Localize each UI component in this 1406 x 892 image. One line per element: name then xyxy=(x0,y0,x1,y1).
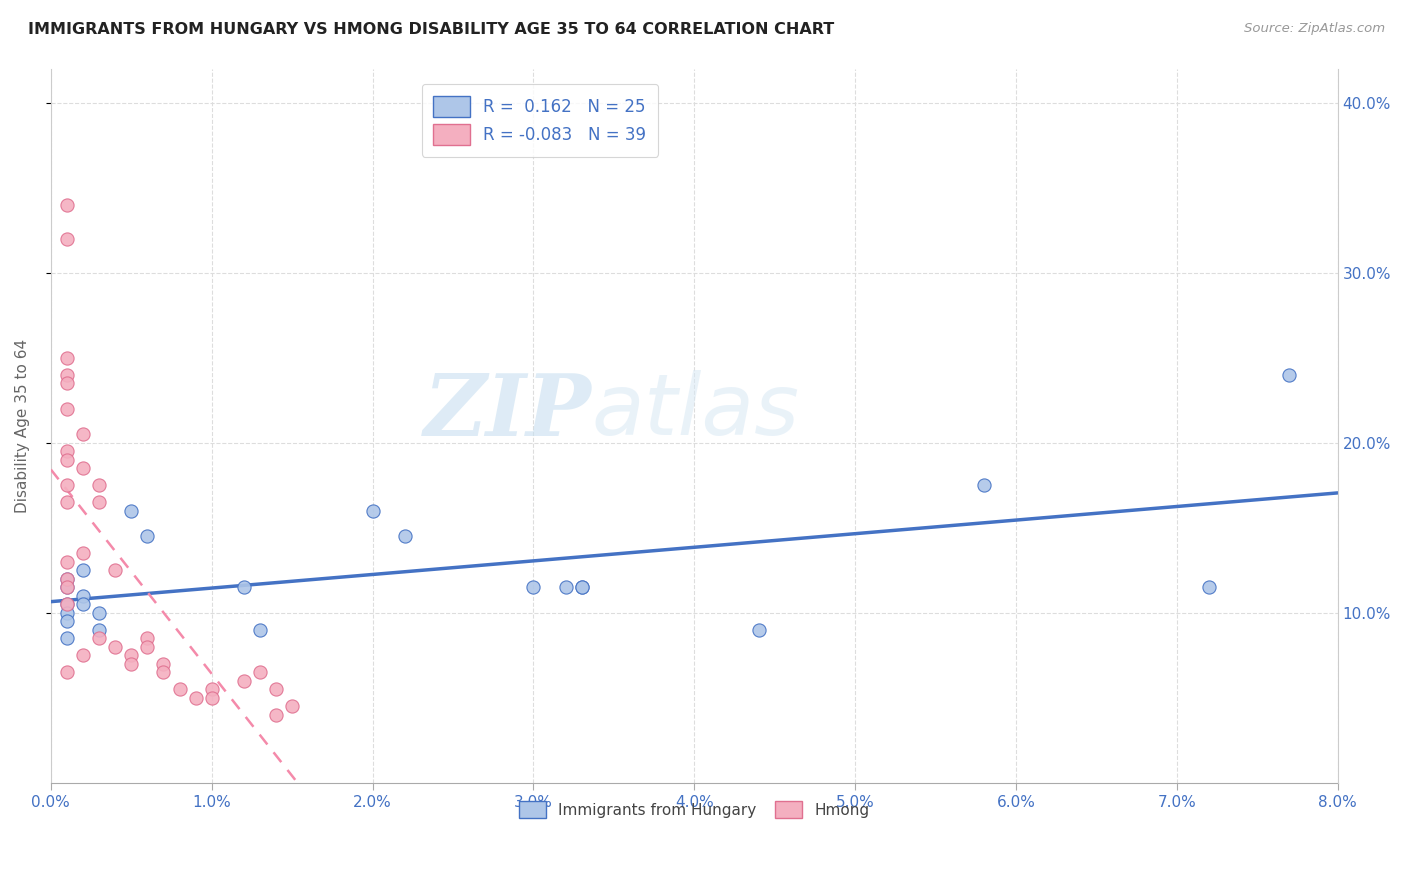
Point xyxy=(56,232,79,246)
Point xyxy=(1278,368,1301,382)
Point xyxy=(281,699,304,714)
Point xyxy=(152,665,174,680)
Point xyxy=(201,682,224,697)
Point xyxy=(56,495,79,509)
Point xyxy=(56,572,79,586)
Point xyxy=(87,632,110,646)
Point xyxy=(72,563,94,577)
Point xyxy=(522,581,544,595)
Point xyxy=(104,640,127,654)
Point xyxy=(72,461,94,475)
Point xyxy=(56,478,79,492)
Point xyxy=(748,623,770,637)
Point xyxy=(56,572,79,586)
Point xyxy=(56,444,79,458)
Point xyxy=(56,606,79,620)
Point xyxy=(72,546,94,560)
Point xyxy=(87,623,110,637)
Point xyxy=(361,504,384,518)
Point xyxy=(72,598,94,612)
Point xyxy=(72,648,94,663)
Y-axis label: Disability Age 35 to 64: Disability Age 35 to 64 xyxy=(15,339,30,513)
Text: Source: ZipAtlas.com: Source: ZipAtlas.com xyxy=(1244,22,1385,36)
Point xyxy=(264,682,287,697)
Point xyxy=(72,589,94,603)
Point xyxy=(120,648,142,663)
Text: IMMIGRANTS FROM HUNGARY VS HMONG DISABILITY AGE 35 TO 64 CORRELATION CHART: IMMIGRANTS FROM HUNGARY VS HMONG DISABIL… xyxy=(28,22,834,37)
Point xyxy=(56,598,79,612)
Point xyxy=(120,657,142,671)
Point xyxy=(120,504,142,518)
Point xyxy=(184,690,207,705)
Point xyxy=(232,673,254,688)
Point xyxy=(56,401,79,416)
Point xyxy=(136,529,159,543)
Point xyxy=(571,581,593,595)
Point xyxy=(571,581,593,595)
Point xyxy=(56,665,79,680)
Point xyxy=(152,657,174,671)
Point xyxy=(56,197,79,211)
Point xyxy=(249,665,271,680)
Point xyxy=(201,690,224,705)
Point xyxy=(169,682,191,697)
Point xyxy=(56,632,79,646)
Point xyxy=(554,581,576,595)
Point xyxy=(56,376,79,391)
Point xyxy=(136,632,159,646)
Text: ZIP: ZIP xyxy=(423,370,592,453)
Point xyxy=(56,615,79,629)
Point xyxy=(1198,581,1220,595)
Point xyxy=(232,581,254,595)
Point xyxy=(87,606,110,620)
Text: atlas: atlas xyxy=(592,370,799,453)
Point xyxy=(87,495,110,509)
Point xyxy=(56,581,79,595)
Point xyxy=(56,555,79,569)
Point xyxy=(72,427,94,442)
Point xyxy=(56,452,79,467)
Point xyxy=(56,368,79,382)
Point xyxy=(87,478,110,492)
Point xyxy=(394,529,416,543)
Point xyxy=(56,581,79,595)
Point xyxy=(264,708,287,723)
Legend: Immigrants from Hungary, Hmong: Immigrants from Hungary, Hmong xyxy=(510,794,877,825)
Point xyxy=(104,563,127,577)
Point xyxy=(56,351,79,365)
Point xyxy=(249,623,271,637)
Point xyxy=(56,598,79,612)
Point xyxy=(136,640,159,654)
Point xyxy=(973,478,995,492)
